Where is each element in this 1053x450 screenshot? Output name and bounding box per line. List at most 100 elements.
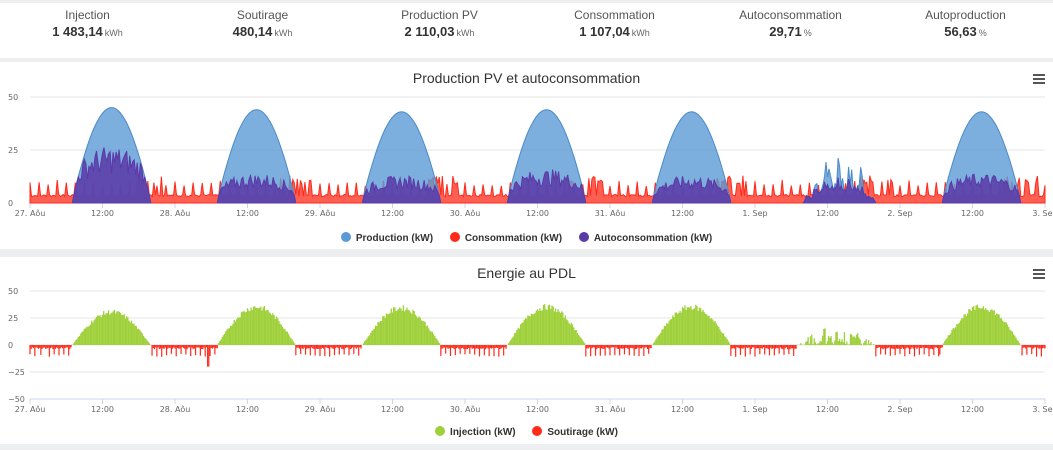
legend-soutirage[interactable]: Soutirage (kW) <box>532 426 618 438</box>
kpi-value: 56,63% <box>878 23 1053 42</box>
kpi-value: 2 110,03 kWh <box>352 23 527 42</box>
legend-production[interactable]: Production (kW) <box>340 232 434 244</box>
y-tick-label: 50 <box>8 287 18 296</box>
kpi-label: Autoproduction <box>925 8 1006 22</box>
series-production-day <box>361 111 442 204</box>
x-tick-label: 30. Aôu <box>450 404 481 414</box>
kpi-production-pv: Production PV 2 110,03 kWh <box>352 7 527 42</box>
legend-label: Autoconsommation (kW) <box>593 233 713 244</box>
kpi-number: 480,14 <box>232 24 273 39</box>
production-chart: 0 25 50 27. Aôu 12:00 28. Aôu 12:00 29. Aôu 12:0… <box>8 93 1053 218</box>
x-tick-label: 28. Aôu <box>160 404 191 414</box>
y-tick-label: 0 <box>8 341 13 350</box>
x-tick-label: 3. Sep <box>1032 405 1053 414</box>
x-tick-label: 27. Aôu <box>15 404 46 414</box>
kpi-label: Soutirage <box>236 8 289 22</box>
x-tick-label: 30. Aôu <box>450 208 481 218</box>
kpi-consommation: Consommation 1 107,04 kWh <box>527 7 702 42</box>
x-tick-label: 3. Sep <box>1032 209 1053 218</box>
y-tick-label: −50 <box>8 395 25 404</box>
x-tick-label: 29. Aôu <box>305 404 336 414</box>
kpi-unit: % <box>803 28 812 38</box>
x-tick-label: 27. Aôu <box>15 208 46 218</box>
kpi-value: 1 483,14 kWh <box>0 23 175 42</box>
x-tick-label: 12:00 <box>961 405 984 414</box>
y-tick-label: 50 <box>8 93 18 102</box>
series-autoconsommation-day <box>361 174 442 204</box>
chart-title: Production PV et autoconsommation <box>412 70 641 86</box>
kpi-autoconsommation: Autoconsommation 29,71% <box>703 7 878 42</box>
kpi-number: 2 110,03 <box>404 24 455 39</box>
legend-label: Soutirage (kW) <box>547 427 618 438</box>
x-tick-label: 12:00 <box>381 405 404 414</box>
kpi-injection: Injection 1 483,14 kWh <box>0 7 175 42</box>
x-tick-label: 12:00 <box>381 209 404 218</box>
x-tick-label: 12:00 <box>91 209 114 218</box>
x-tick-label: 12:00 <box>671 209 694 218</box>
chart-legend: Production (kW) Consommation (kW) Autoco… <box>0 232 1053 244</box>
series-autoconsommation-day <box>71 147 152 204</box>
kpi-label: Autoconsommation <box>739 8 842 22</box>
kpi-unit: kWh <box>631 28 650 38</box>
x-tick-label: 12:00 <box>91 405 114 414</box>
series-production-day <box>651 111 732 204</box>
kpi-soutirage: Soutirage 480,14 kWh <box>175 7 350 42</box>
x-tick-label: 31. Aôu <box>595 404 626 414</box>
x-tick-label: 2. Sep <box>887 209 912 218</box>
legend-dot-icon <box>532 426 543 436</box>
kpi-unit: kWh <box>456 28 475 38</box>
x-tick-label: 12:00 <box>236 209 259 218</box>
x-tick-label: 12:00 <box>816 405 839 414</box>
kpi-number: 1 483,14 <box>52 24 103 39</box>
legend-dot-icon <box>449 232 460 242</box>
chart-title: Energie au PDL <box>477 265 576 281</box>
kpi-value: 29,71% <box>703 23 878 42</box>
series-autoconsommation-day <box>506 169 587 204</box>
x-tick-label: 12:00 <box>526 405 549 414</box>
legend-label: Consommation (kW) <box>464 233 563 244</box>
kpi-number: 29,71 <box>769 24 802 39</box>
kpi-label: Consommation <box>574 8 655 22</box>
series-autoconsommation-day <box>651 176 732 204</box>
x-tick-label: 31. Aôu <box>595 208 626 218</box>
legend-autoconsommation[interactable]: Autoconsommation (kW) <box>578 232 713 244</box>
legend-dot-icon <box>578 232 589 242</box>
series-autoconsommation-day <box>216 173 297 204</box>
x-tick-label: 12:00 <box>236 405 259 414</box>
legend-injection[interactable]: Injection (kW) <box>435 426 516 438</box>
series-autoconsommation-day <box>941 173 1022 204</box>
x-tick-label: 12:00 <box>961 209 984 218</box>
kpi-unit: % <box>978 28 987 38</box>
legend-label: Injection (kW) <box>450 427 516 438</box>
kpi-bar: Injection 1 483,14 kWh Soutirage 480,14 kW… <box>0 0 1053 58</box>
kpi-unit: kWh <box>274 28 293 38</box>
y-tick-label: 25 <box>8 146 18 155</box>
x-tick-label: 12:00 <box>526 209 549 218</box>
chart-panel-production: Production PV et autoconsommation 0 25 50 2… <box>0 62 1053 249</box>
y-tick-label: 25 <box>8 314 18 323</box>
menu-icon[interactable] <box>1033 74 1045 84</box>
kpi-unit: kWh <box>104 28 123 38</box>
kpi-autoproduction: Autoproduction 56,63% <box>878 7 1053 42</box>
menu-icon[interactable] <box>1033 269 1045 279</box>
pdl-chart: −50 −25 0 25 50 27. Aôu 12:00 28. Aôu 12:00 29. A… <box>8 287 1053 414</box>
x-tick-label: 2. Sep <box>887 405 912 414</box>
x-tick-label: 1. Sep <box>742 209 767 218</box>
kpi-value: 1 107,04 kWh <box>527 23 702 42</box>
legend-label: Production (kW) <box>355 233 434 244</box>
x-tick-label: 29. Aôu <box>305 208 336 218</box>
legend-dot-icon <box>340 232 351 242</box>
kpi-number: 1 107,04 <box>579 24 630 39</box>
y-tick-label: −25 <box>8 368 25 377</box>
x-tick-label: 28. Aôu <box>160 208 191 218</box>
y-tick-label: 0 <box>8 199 13 208</box>
x-tick-label: 12:00 <box>671 405 694 414</box>
kpi-label: Production PV <box>401 8 478 22</box>
x-tick-label: 1. Sep <box>742 405 767 414</box>
legend-dot-icon <box>435 426 446 436</box>
kpi-value: 480,14 kWh <box>175 23 350 42</box>
chart-legend: Injection (kW) Soutirage (kW) <box>0 426 1053 438</box>
kpi-label: Injection <box>65 8 110 22</box>
chart-panel-pdl: Energie au PDL −50 −25 0 25 50 27. Aôu 12:00 28… <box>0 257 1053 444</box>
legend-consommation[interactable]: Consommation (kW) <box>449 232 563 244</box>
